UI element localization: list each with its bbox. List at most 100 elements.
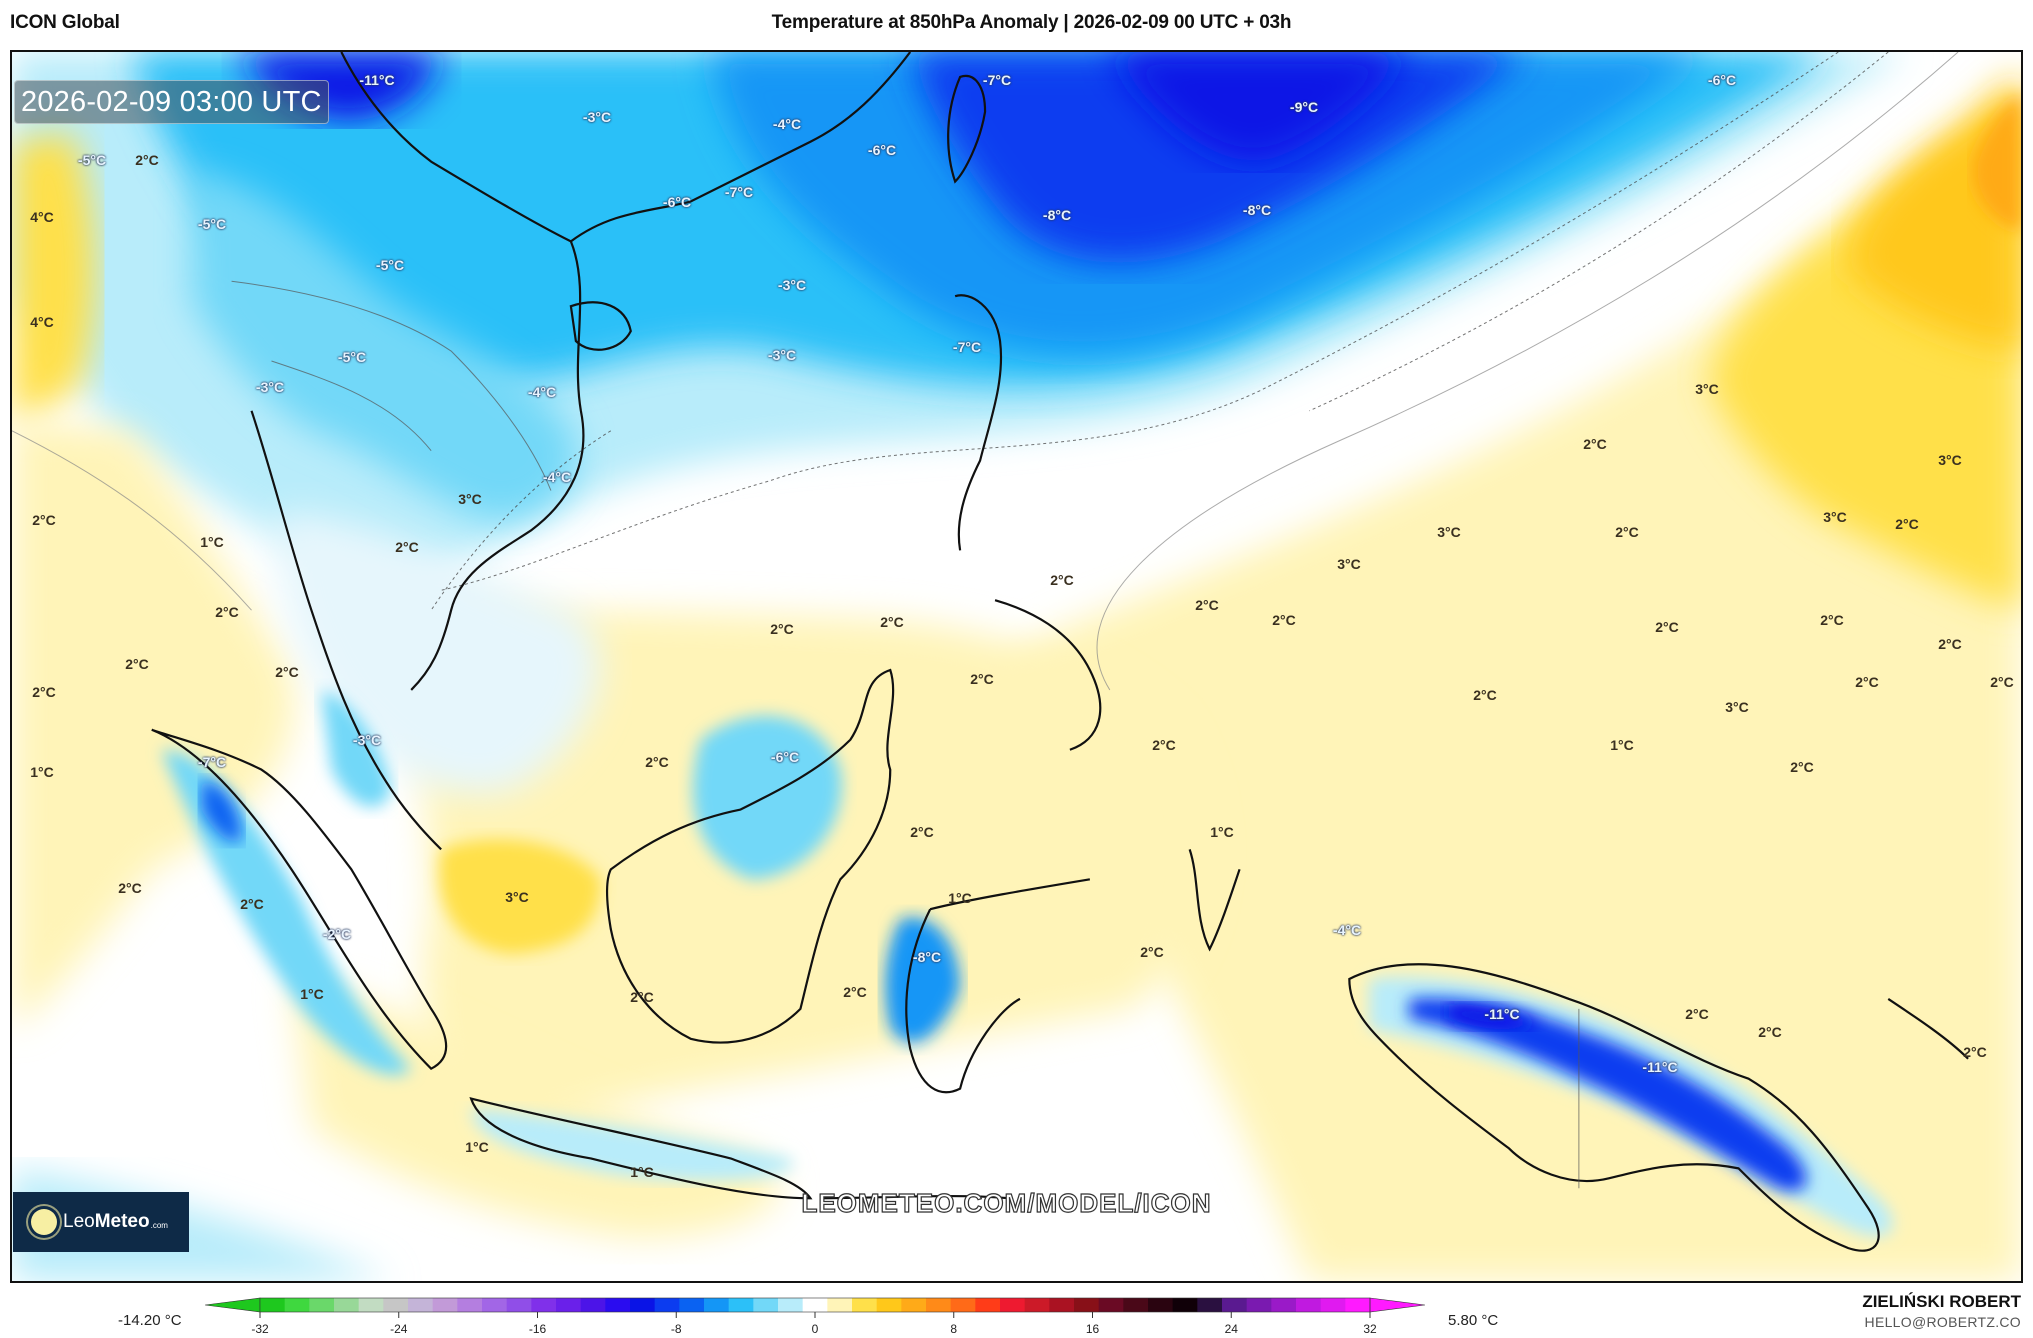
contour-label: 2°C xyxy=(32,684,56,700)
contour-label: -4°C xyxy=(527,384,557,400)
contour-label: 2°C xyxy=(645,754,669,770)
colorbar-tick-label: 24 xyxy=(1224,1322,1238,1336)
contour-label: 2°C xyxy=(1790,759,1814,775)
contour-label: 2°C xyxy=(125,656,149,672)
contour-label: 1°C xyxy=(30,764,54,780)
contour-label: -5°C xyxy=(337,349,367,365)
contour-label: 2°C xyxy=(1895,516,1919,532)
contour-label: -11°C xyxy=(359,72,395,88)
contour-label: -6°C xyxy=(662,194,692,210)
contour-label: 3°C xyxy=(1938,452,1962,468)
contour-label: -3°C xyxy=(255,379,285,395)
contour-label: 2°C xyxy=(1938,636,1962,652)
model-name: ICON Global xyxy=(10,12,120,33)
contour-label: 1°C xyxy=(300,986,324,1002)
colorbar xyxy=(205,1297,1425,1318)
contour-label: -8°C xyxy=(1042,207,1072,223)
contour-label: 2°C xyxy=(880,614,904,630)
contour-label: 2°C xyxy=(1195,597,1219,613)
contour-label: 2°C xyxy=(1152,737,1176,753)
contour-label: 3°C xyxy=(1695,381,1719,397)
contour-label: 2°C xyxy=(843,984,867,1000)
contour-label: -4°C xyxy=(1332,922,1362,938)
contour-label: -9°C xyxy=(1289,99,1319,115)
contour-label: 2°C xyxy=(1820,612,1844,628)
contour-label: -7°C xyxy=(197,754,227,770)
contour-label: 2°C xyxy=(118,880,142,896)
chart-title: Temperature at 850hPa Anomaly | 2026-02-… xyxy=(771,12,1292,33)
contour-label: -3°C xyxy=(767,347,797,363)
contour-label: 2°C xyxy=(1685,1006,1709,1022)
contour-label: -6°C xyxy=(867,142,897,158)
valid-time-badge: 2026-02-09 03:00 UTC xyxy=(14,80,329,124)
contour-label: 4°C xyxy=(30,314,54,330)
contour-label: 2°C xyxy=(1758,1024,1782,1040)
colorbar-tick-label: -8 xyxy=(670,1322,682,1336)
colorbar-tick-label: -32 xyxy=(251,1322,269,1336)
colorbar-tick-label: 0 xyxy=(811,1322,819,1336)
contour-label: -3°C xyxy=(582,109,612,125)
colorbar-tick-label: 8 xyxy=(950,1322,958,1336)
contour-label: -5°C xyxy=(197,216,227,232)
logo-text-leo: Leo xyxy=(63,1211,95,1232)
contour-label: -6°C xyxy=(770,749,800,765)
contour-label: 2°C xyxy=(215,604,239,620)
contour-label: 2°C xyxy=(910,824,934,840)
source-url-watermark: LEOMETEO.COM/MODEL/ICON xyxy=(801,1187,1212,1218)
field-min-label: -14.20 °C xyxy=(118,1312,182,1329)
contour-label: 2°C xyxy=(240,896,264,912)
author-name: ZIELIŃSKI ROBERT xyxy=(1862,1292,2021,1311)
temperature-anomaly-map[interactable]: 2026-02-09 03:00 UTC -11°C -3°C -4°C -7°C -9… xyxy=(10,50,2023,1283)
contour-label: -7°C xyxy=(724,184,754,200)
colorbar-tick-label: -16 xyxy=(528,1322,547,1336)
contour-label: 3°C xyxy=(505,889,529,905)
contour-label: 2°C xyxy=(135,152,159,168)
contour-label: -8°C xyxy=(912,949,942,965)
contour-label: -7°C xyxy=(982,72,1012,88)
contour-label: 2°C xyxy=(1473,687,1497,703)
field-max-label: 5.80 °C xyxy=(1448,1312,1499,1329)
contour-label: 3°C xyxy=(458,491,482,507)
contour-label: 2°C xyxy=(275,664,299,680)
contour-label: -8°C xyxy=(1242,202,1272,218)
contour-label: 3°C xyxy=(1437,524,1461,540)
author-credit: ZIELIŃSKI ROBERT HELLO@ROBERTZ.CO xyxy=(1862,1292,2021,1330)
contour-label: 1°C xyxy=(1210,824,1234,840)
contour-label: 2°C xyxy=(970,671,994,687)
contour-label: 2°C xyxy=(1990,674,2014,690)
contour-label: 2°C xyxy=(1050,572,1074,588)
contour-label: 2°C xyxy=(770,621,794,637)
contour-label: 2°C xyxy=(1855,674,1879,690)
contour-label: 2°C xyxy=(630,989,654,1005)
contour-label: -11°C xyxy=(1484,1006,1520,1022)
logo-text-com: .com xyxy=(150,1220,168,1230)
contour-label: -11°C xyxy=(1642,1059,1678,1075)
contour-label: -7°C xyxy=(952,339,982,355)
contour-label: 2°C xyxy=(1615,524,1639,540)
contour-label: 3°C xyxy=(1337,556,1361,572)
contour-label: 2°C xyxy=(1655,619,1679,635)
contour-label: 1°C xyxy=(200,534,224,550)
contour-label: -3°C xyxy=(352,732,382,748)
leometeo-logo[interactable]: Leo Meteo .com xyxy=(13,1192,189,1252)
logo-text-meteo: Meteo xyxy=(94,1211,150,1232)
author-email[interactable]: HELLO@ROBERTZ.CO xyxy=(1864,1314,2021,1330)
contour-label: -5°C xyxy=(375,257,405,273)
contour-label: -2°C xyxy=(322,926,352,942)
contour-label: 3°C xyxy=(1823,509,1847,525)
contour-label: -3°C xyxy=(777,277,807,293)
contour-label: 2°C xyxy=(1272,612,1296,628)
contour-label: 2°C xyxy=(1140,944,1164,960)
contour-label: 1°C xyxy=(1610,737,1634,753)
contour-label: 3°C xyxy=(1725,699,1749,715)
contour-label: -4°C xyxy=(542,469,572,485)
contour-label: 2°C xyxy=(32,512,56,528)
contour-label: 2°C xyxy=(1583,436,1607,452)
colorbar-tick-label: 32 xyxy=(1363,1322,1377,1336)
contour-label: 1°C xyxy=(630,1164,654,1180)
contour-label: 1°C xyxy=(465,1139,489,1155)
colorbar-tick-label: -24 xyxy=(390,1322,408,1336)
contour-label: 2°C xyxy=(1963,1044,1987,1060)
contour-label: 4°C xyxy=(30,209,54,225)
anomaly-field xyxy=(12,52,2021,1281)
